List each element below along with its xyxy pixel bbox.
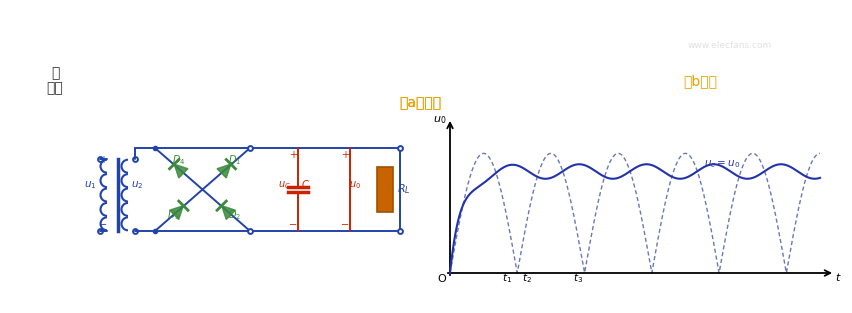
Text: $u_c=u_0$: $u_c=u_0$	[705, 158, 740, 170]
Text: $-$: $-$	[341, 218, 349, 228]
Polygon shape	[170, 206, 183, 219]
Text: $u_C$: $u_C$	[278, 179, 291, 191]
Text: $t$: $t$	[835, 271, 842, 283]
Text: $C$: $C$	[301, 177, 310, 189]
Text: （a）电路: （a）电路	[399, 96, 441, 110]
Text: +: +	[341, 150, 349, 160]
Text: $u_0$: $u_0$	[349, 179, 361, 191]
Text: $-$: $-$	[289, 218, 297, 228]
Text: （a）电路: （a）电路	[399, 96, 441, 110]
Text: O: O	[438, 274, 446, 284]
Text: $u_0$: $u_0$	[434, 114, 446, 126]
Text: www.elecfans.com: www.elecfans.com	[688, 40, 772, 49]
Text: $t_1$: $t_1$	[502, 271, 512, 285]
Text: $u_1$: $u_1$	[83, 179, 96, 191]
Text: +: +	[289, 150, 297, 160]
Polygon shape	[222, 206, 235, 219]
Text: （b）波: （b）波	[683, 74, 717, 88]
Text: $R_L$: $R_L$	[397, 182, 411, 196]
Polygon shape	[174, 164, 188, 178]
Text: $t_2$: $t_2$	[522, 271, 532, 285]
Text: $D_3$: $D_3$	[167, 208, 180, 222]
Bar	[377, 167, 393, 212]
Text: 形图: 形图	[47, 81, 63, 95]
Text: $D_4$: $D_4$	[172, 153, 185, 167]
Text: +: +	[99, 155, 107, 165]
Text: $D_1$: $D_1$	[228, 153, 241, 167]
Text: 图: 图	[51, 66, 59, 80]
Text: $D_2$: $D_2$	[228, 208, 241, 222]
Text: $t_3$: $t_3$	[573, 271, 583, 285]
Text: $u_2$: $u_2$	[131, 179, 143, 191]
Text: $-$: $-$	[99, 218, 107, 228]
Polygon shape	[217, 164, 231, 178]
